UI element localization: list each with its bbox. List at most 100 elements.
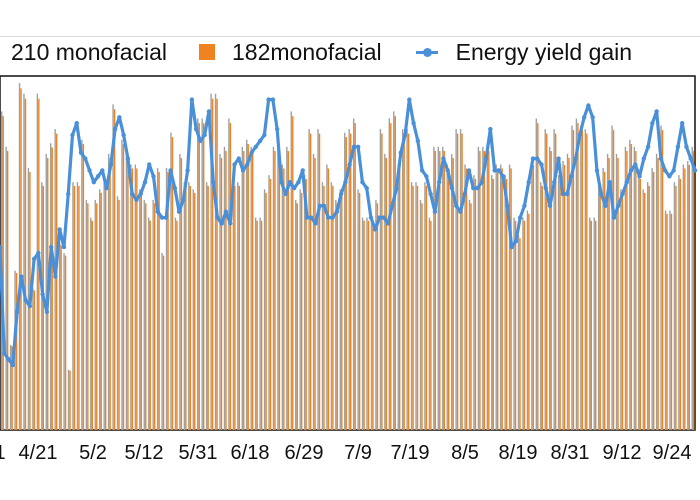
bar-210: [401, 129, 404, 430]
bar-210: [361, 217, 364, 430]
bar-210: [232, 182, 235, 430]
bar-210: [584, 129, 587, 430]
energy-yield-point: [142, 180, 148, 185]
energy-yield-point: [650, 121, 655, 126]
energy-yield-point: [108, 162, 114, 167]
bar-182: [260, 220, 263, 430]
bar-210: [281, 164, 284, 430]
bar-210: [90, 217, 92, 430]
bar-210: [442, 146, 444, 431]
energy-yield-point: [411, 121, 416, 126]
bar-182: [234, 185, 236, 430]
energy-yield-point: [172, 185, 178, 191]
bar-210: [32, 288, 34, 430]
bar-182: [225, 151, 227, 431]
energy-yield-point: [274, 126, 280, 132]
energy-yield-point: [249, 150, 254, 155]
bar-210: [99, 189, 101, 430]
bar-182: [122, 144, 125, 430]
energy-yield-point: [688, 156, 693, 161]
energy-yield-point: [458, 209, 463, 214]
bar-182: [341, 192, 343, 430]
bar-182: [657, 158, 659, 430]
energy-yield-point: [628, 168, 634, 173]
bar-182: [229, 123, 232, 431]
bar-182: [666, 213, 668, 430]
bar-210: [526, 210, 529, 430]
bar-210: [148, 217, 150, 430]
bar-182: [296, 203, 298, 430]
bar-210: [18, 83, 21, 430]
bar-182: [577, 123, 579, 431]
bar-182: [434, 151, 437, 431]
bar-182: [109, 158, 111, 430]
energy-yield-point: [66, 191, 71, 197]
bar-182: [612, 130, 615, 430]
bar-210: [473, 175, 475, 430]
bar-182: [78, 185, 80, 430]
bar-182: [145, 203, 147, 430]
energy-yield-point: [57, 227, 62, 232]
bar-210: [254, 217, 257, 430]
energy-yield-point: [684, 144, 689, 149]
bar-210: [406, 129, 408, 430]
energy-yield-point: [100, 168, 105, 173]
energy-yield-point: [48, 244, 54, 250]
bar-210: [107, 153, 110, 430]
energy-yield-point: [432, 209, 438, 214]
bar-182: [42, 185, 44, 430]
energy-yield-point: [283, 191, 288, 197]
bar-210: [303, 175, 306, 430]
bar-210: [415, 182, 417, 430]
bar-210: [571, 125, 573, 430]
bar-182: [243, 151, 245, 431]
bar-210: [210, 93, 212, 430]
bar-182: [283, 168, 285, 431]
energy-yield-point: [168, 168, 173, 173]
bar-182: [479, 151, 481, 431]
bar-210: [130, 164, 132, 430]
bar-182: [514, 220, 517, 430]
energy-yield-point: [368, 215, 374, 220]
bar-210: [183, 182, 186, 430]
bar-210: [687, 160, 689, 430]
energy-yield-point: [44, 309, 50, 315]
energy-yield-point: [586, 103, 591, 108]
energy-yield-point: [147, 162, 152, 167]
bar-182: [363, 220, 365, 430]
bar-210: [370, 217, 373, 430]
bar-182: [412, 185, 414, 430]
energy-yield-point: [343, 180, 348, 185]
bar-182: [202, 123, 205, 431]
bar-210: [339, 189, 341, 430]
energy-yield-point: [83, 156, 88, 161]
bar-210: [615, 153, 618, 430]
energy-yield-point: [402, 132, 408, 138]
bar-210: [638, 175, 640, 430]
bar-210: [535, 118, 538, 430]
bar-210: [517, 235, 520, 430]
bar-210: [642, 189, 644, 430]
bar-210: [63, 253, 65, 430]
bar-210: [246, 139, 248, 430]
bar-182: [430, 220, 432, 430]
bar-182: [158, 171, 160, 430]
bar-210: [134, 164, 137, 430]
bar-210: [593, 217, 595, 430]
bar-210: [312, 153, 315, 430]
energy-yield-point: [236, 156, 241, 161]
bar-210: [152, 199, 154, 430]
energy-yield-point: [385, 221, 391, 226]
energy-yield-point: [176, 209, 182, 214]
energy-yield-point: [398, 150, 403, 155]
bar-182: [390, 123, 392, 431]
bar-210: [228, 118, 230, 430]
energy-yield-point: [675, 144, 681, 149]
bar-210: [121, 139, 123, 430]
bar-182: [684, 168, 686, 431]
energy-yield-point: [262, 132, 267, 138]
energy-yield-point: [445, 168, 450, 173]
energy-yield-point: [603, 203, 608, 208]
energy-yield-point: [662, 168, 668, 173]
x-axis: 1 4/21 5/2 5/12 5/31 6/18 6/29 7/9 7/19 8/5 8/19 8/…: [0, 442, 691, 464]
